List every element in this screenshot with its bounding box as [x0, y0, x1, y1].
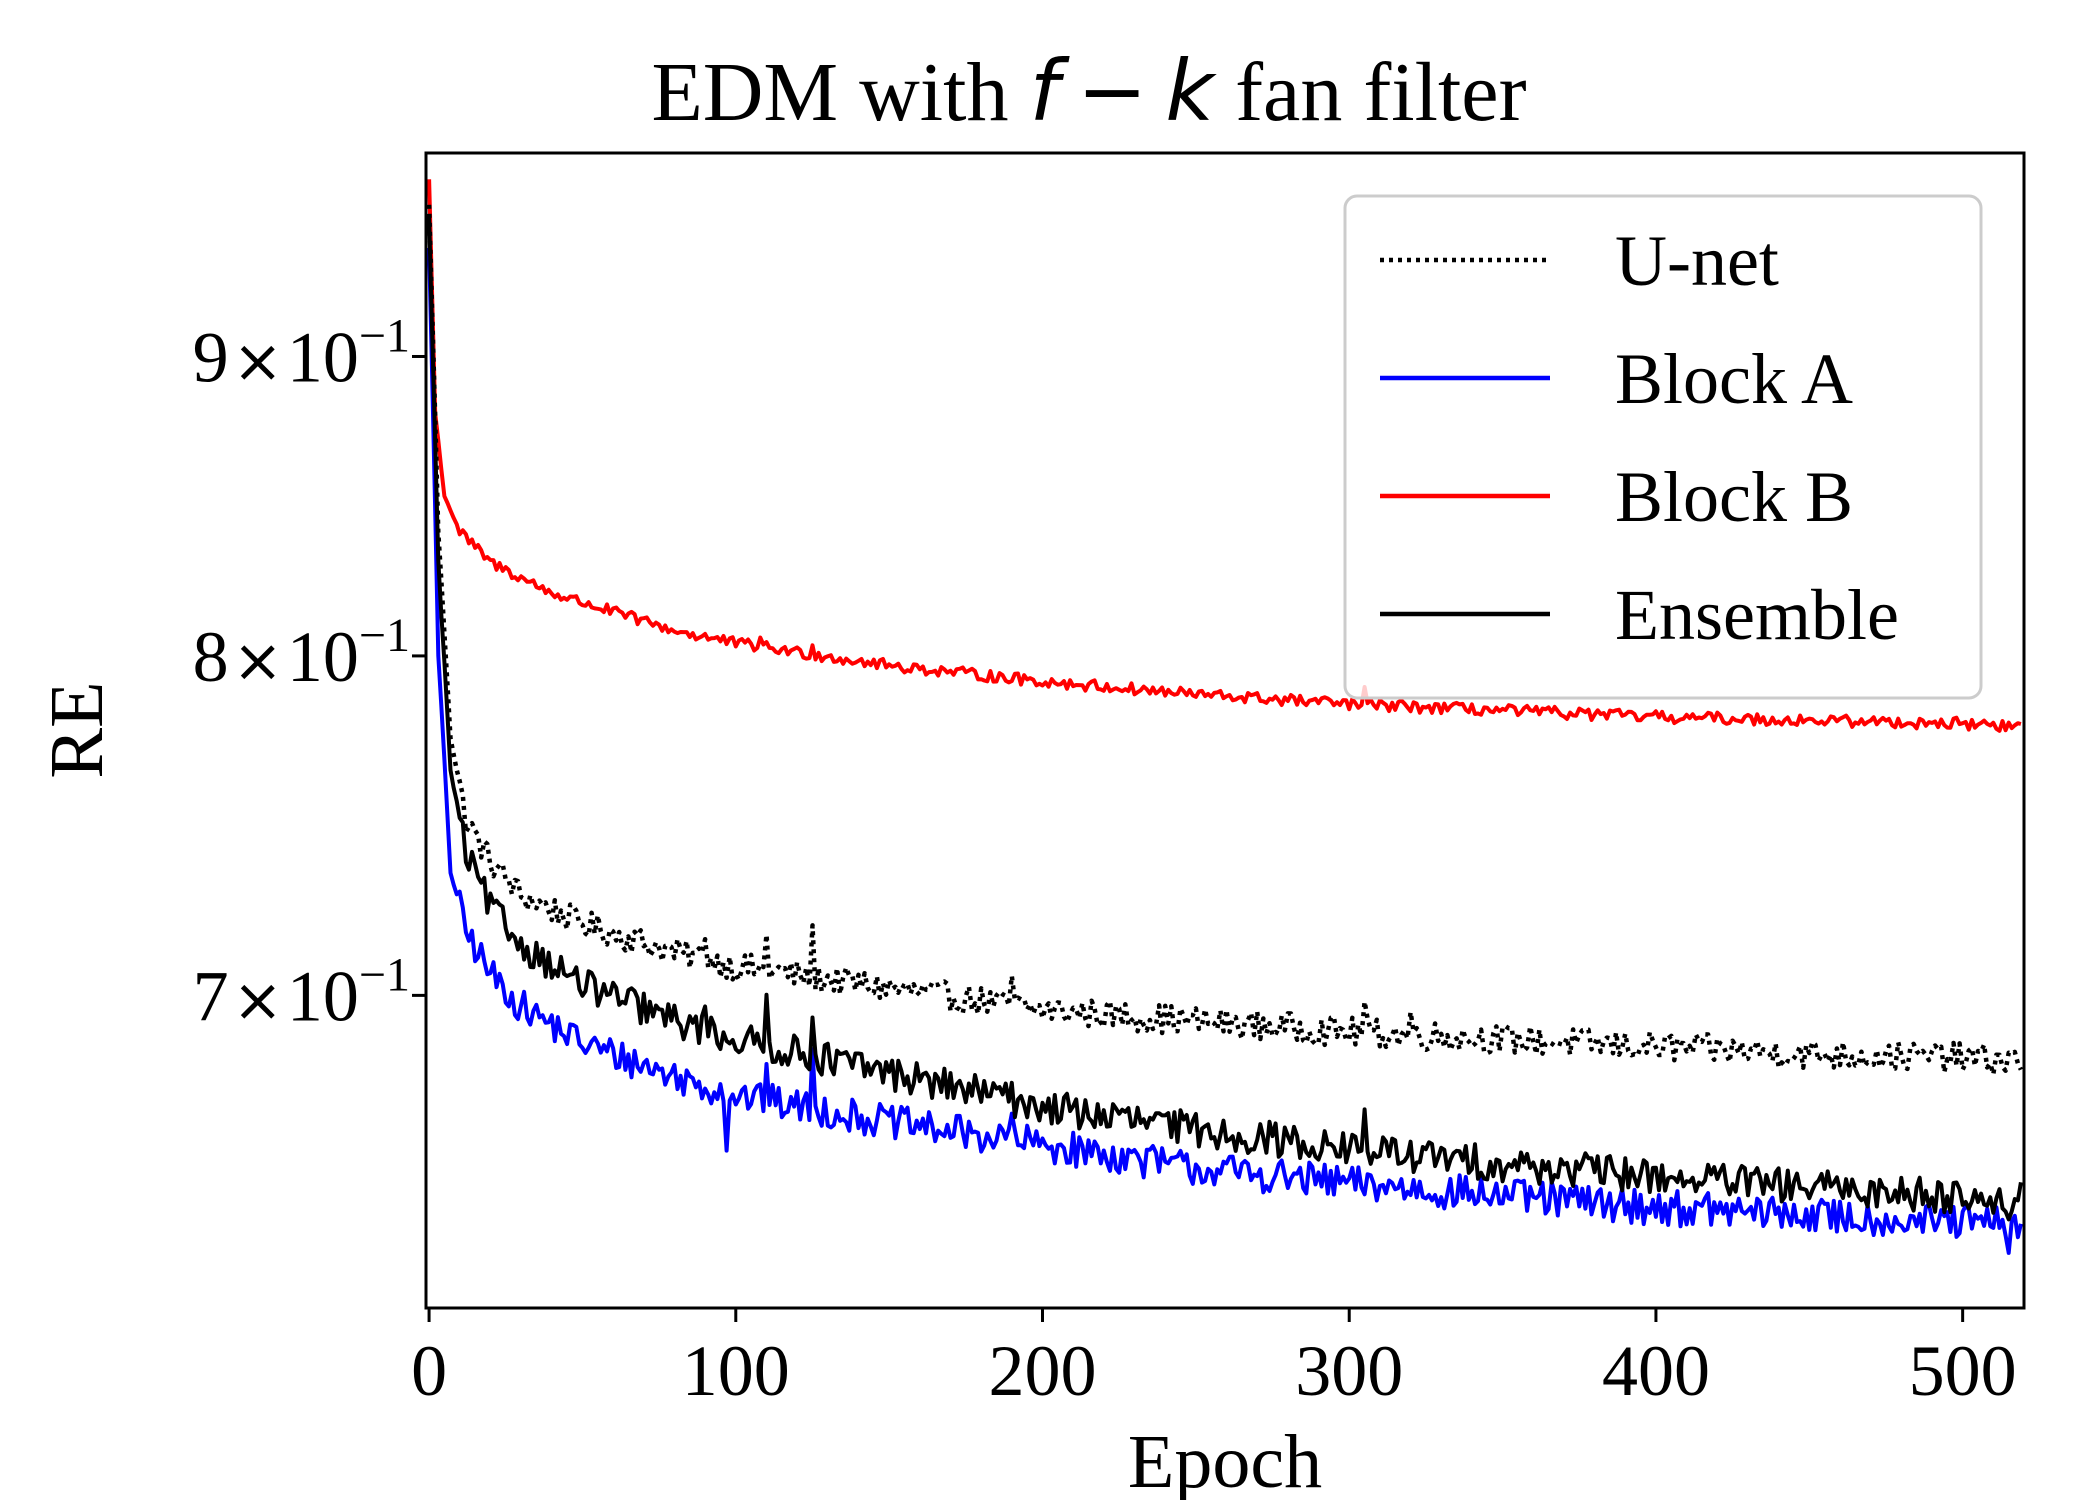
plot-frame — [424, 151, 2026, 1310]
series-line-ensemble — [427, 217, 2023, 1222]
y-tick-times: × — [233, 965, 283, 1035]
x-tick-label: 0 — [411, 1331, 447, 1411]
y-tick-exponent: −1 — [359, 309, 410, 362]
y-tick-exponent: −1 — [359, 948, 410, 1001]
legend-box — [1343, 194, 1983, 700]
y-tick-mantissa: 8 — [193, 617, 229, 697]
y-tick-label: 8×10−1 — [193, 609, 410, 697]
legend-label: U-net — [1615, 221, 1779, 301]
series-layer — [426, 179, 2023, 1255]
title-math-minus: − — [1077, 42, 1147, 140]
series-line-block-b — [427, 179, 2022, 733]
series-line-block-a — [427, 247, 2023, 1255]
series-line-u-net — [426, 204, 2023, 1077]
legend-label: Block A — [1615, 339, 1853, 419]
y-tick-mantissa: 7 — [193, 956, 229, 1036]
y-tick-label: 9×10−1 — [193, 309, 410, 397]
x-tick-label: 500 — [1909, 1331, 2017, 1411]
chart-title: EDM with f − k fan filter — [651, 42, 1526, 140]
legend-label: Block B — [1615, 457, 1853, 537]
y-tick-times: × — [233, 626, 283, 696]
legend: U-net Block A Block B Ensemble — [1343, 194, 1983, 700]
x-tick-label: 400 — [1602, 1331, 1710, 1411]
y-tick-mantissa: 9 — [193, 317, 229, 397]
y-tick-base: 10 — [287, 956, 359, 1036]
y-tick-base: 10 — [287, 617, 359, 697]
legend-label: Ensemble — [1615, 575, 1899, 655]
y-axis-label: RE — [35, 681, 119, 778]
y-tick-label: 7×10−1 — [193, 948, 410, 1036]
x-axis-label: Epoch — [1128, 1420, 1322, 1500]
title-math-k: k — [1165, 42, 1217, 140]
x-tick-label: 100 — [682, 1331, 790, 1411]
x-axis: 0 100 200 300 400 500 — [411, 1308, 2017, 1411]
x-tick-label: 200 — [989, 1331, 1097, 1411]
y-tick-base: 10 — [287, 317, 359, 397]
x-tick-label: 300 — [1295, 1331, 1403, 1411]
title-math-f: f — [1029, 42, 1070, 140]
title-prefix: EDM with — [651, 46, 1029, 139]
y-tick-times: × — [233, 326, 283, 396]
y-axis: 9×10−18×10−17×10−1 — [193, 309, 426, 1036]
title-suffix: fan filter — [1214, 46, 1527, 139]
y-tick-exponent: −1 — [359, 609, 410, 662]
